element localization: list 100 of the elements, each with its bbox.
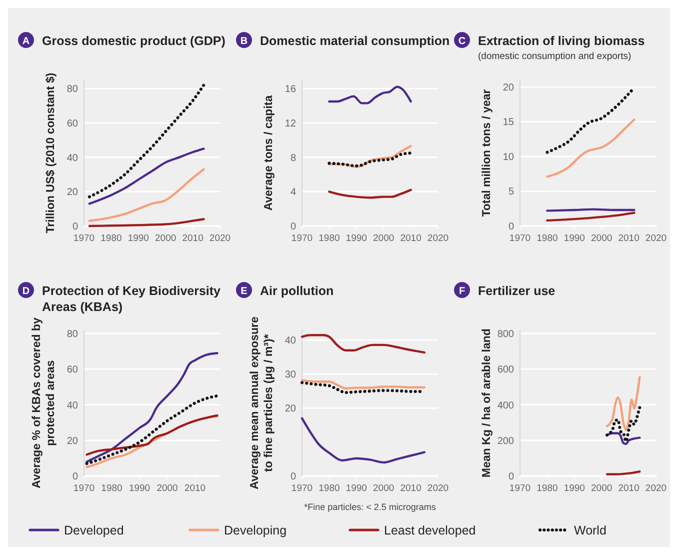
x-tick-label: 2010 bbox=[184, 483, 206, 494]
chart-title: Domestic material consumption bbox=[260, 34, 450, 48]
x-tick-label: 1980 bbox=[101, 483, 122, 494]
y-axis-title: Average % of KBAs covered by protected areas bbox=[31, 316, 57, 488]
text: D bbox=[22, 286, 30, 297]
chart-title: Gross domestic product (GDP) bbox=[42, 34, 226, 48]
chart-subtitle: (domestic consumption and exports) bbox=[478, 51, 632, 62]
chart-title: Extraction of living biomass bbox=[478, 34, 645, 48]
y-tick-label: 0 bbox=[290, 222, 296, 232]
line-series bbox=[300, 334, 426, 354]
x-tick-label: 1970 bbox=[73, 483, 95, 494]
text: F bbox=[458, 286, 466, 297]
x-tick-label: 1990 bbox=[346, 233, 367, 244]
x-tick-label: 2010 bbox=[182, 233, 204, 244]
y-tick-label: 200 bbox=[497, 436, 514, 447]
y-tick-label: 20 bbox=[66, 436, 78, 447]
y-tick-label: 600 bbox=[497, 364, 514, 376]
y-tick-label: 400 bbox=[497, 400, 514, 412]
legend-label: Developed bbox=[64, 524, 124, 538]
x-tick-label: 1990 bbox=[346, 483, 367, 494]
y-tick-label: 0 bbox=[508, 472, 514, 482]
y-axis-title: Trillion US$ (2010 constant $) bbox=[45, 72, 57, 234]
x-tick-label: 2000 bbox=[156, 483, 178, 494]
line-series bbox=[546, 118, 636, 178]
y-tick-label: 60 bbox=[66, 364, 78, 376]
line-series bbox=[328, 152, 412, 168]
y-tick-label: 0 bbox=[290, 472, 296, 482]
x-tick-label: 1980 bbox=[100, 233, 122, 244]
y-axis-title: Average tons / capita bbox=[263, 94, 275, 211]
x-tick-label: 2020 bbox=[645, 233, 667, 244]
x-tick-label: 2010 bbox=[400, 483, 422, 494]
legend-label: Developing bbox=[224, 524, 287, 538]
line-series bbox=[606, 376, 641, 431]
line-series bbox=[88, 84, 206, 198]
line-series bbox=[88, 218, 205, 228]
line-series bbox=[328, 188, 412, 199]
y-tick-label: 8 bbox=[290, 152, 296, 164]
x-tick-label: 2020 bbox=[645, 483, 667, 494]
y-tick-label: 20 bbox=[284, 404, 296, 415]
y-tick-label: 800 bbox=[497, 329, 514, 340]
line-series bbox=[546, 212, 636, 222]
x-tick-label: 1970 bbox=[73, 233, 95, 244]
chart-title: Air pollution bbox=[260, 284, 334, 298]
line-series bbox=[300, 417, 426, 464]
x-tick-label: 1980 bbox=[318, 483, 340, 494]
y-tick-label: 60 bbox=[66, 118, 78, 130]
y-tick-label: 10 bbox=[502, 152, 514, 163]
x-tick-label: 1980 bbox=[536, 483, 558, 494]
line-series bbox=[328, 86, 412, 104]
y-tick-label: 5 bbox=[508, 186, 514, 198]
x-tick-label: 2000 bbox=[373, 233, 394, 244]
y-tick-label: 4 bbox=[290, 187, 296, 198]
x-tick-label: 1990 bbox=[128, 483, 150, 494]
x-tick-label: 1970 bbox=[291, 483, 313, 494]
chart-title: Protection of Key Biodiversity Areas (KBAs) bbox=[42, 284, 221, 314]
x-tick-label: 2010 bbox=[618, 483, 640, 494]
legend-label: World bbox=[574, 524, 606, 538]
x-tick-label: 2000 bbox=[373, 483, 394, 494]
y-tick-label: 80 bbox=[66, 84, 78, 96]
x-tick-label: 1970 bbox=[509, 483, 531, 494]
y-tick-label: 30 bbox=[284, 370, 296, 381]
x-tick-label: 1970 bbox=[291, 233, 313, 244]
y-tick-label: 15 bbox=[502, 117, 514, 128]
x-tick-label: 2000 bbox=[591, 233, 612, 244]
text: E bbox=[240, 286, 248, 297]
y-tick-label: 40 bbox=[66, 400, 78, 412]
x-tick-label: 2020 bbox=[427, 483, 449, 494]
line-series bbox=[86, 352, 218, 463]
text: B bbox=[240, 36, 248, 47]
y-axis-title: Mean Kg / ha of arable land bbox=[481, 328, 493, 478]
legend-label: Least developed bbox=[384, 524, 476, 538]
x-tick-label: 1980 bbox=[536, 233, 558, 244]
chart-title: Fertilizer use bbox=[478, 284, 556, 298]
x-tick-label: 2010 bbox=[618, 233, 640, 244]
y-tick-label: 16 bbox=[284, 84, 296, 96]
line-series bbox=[606, 432, 641, 446]
x-tick-label: 2010 bbox=[400, 233, 422, 244]
y-tick-label: 12 bbox=[284, 118, 296, 130]
x-tick-label: 2000 bbox=[591, 483, 612, 494]
line-series bbox=[88, 168, 205, 222]
y-tick-label: 40 bbox=[66, 152, 78, 164]
line-series bbox=[86, 414, 218, 456]
x-tick-label: 1990 bbox=[128, 233, 149, 244]
y-tick-label: 0 bbox=[508, 222, 514, 232]
y-tick-label: 0 bbox=[72, 472, 78, 482]
x-tick-label: 1990 bbox=[564, 483, 585, 494]
line-series bbox=[606, 406, 642, 443]
y-axis-title: Average mean annual exposure to fine particles (µg / m³)* bbox=[249, 316, 275, 490]
text: *Fine particles: < 2.5 micrograms bbox=[304, 502, 436, 512]
x-tick-label: 1990 bbox=[564, 233, 585, 244]
text: C bbox=[458, 36, 466, 47]
line-series bbox=[300, 379, 426, 390]
y-tick-label: 0 bbox=[72, 222, 78, 232]
line-series bbox=[328, 145, 412, 168]
x-tick-label: 2020 bbox=[427, 233, 449, 244]
line-series bbox=[85, 394, 219, 466]
x-tick-label: 2000 bbox=[155, 233, 176, 244]
x-tick-label: 1970 bbox=[509, 233, 531, 244]
line-series bbox=[88, 148, 205, 205]
y-tick-label: 40 bbox=[284, 336, 296, 347]
